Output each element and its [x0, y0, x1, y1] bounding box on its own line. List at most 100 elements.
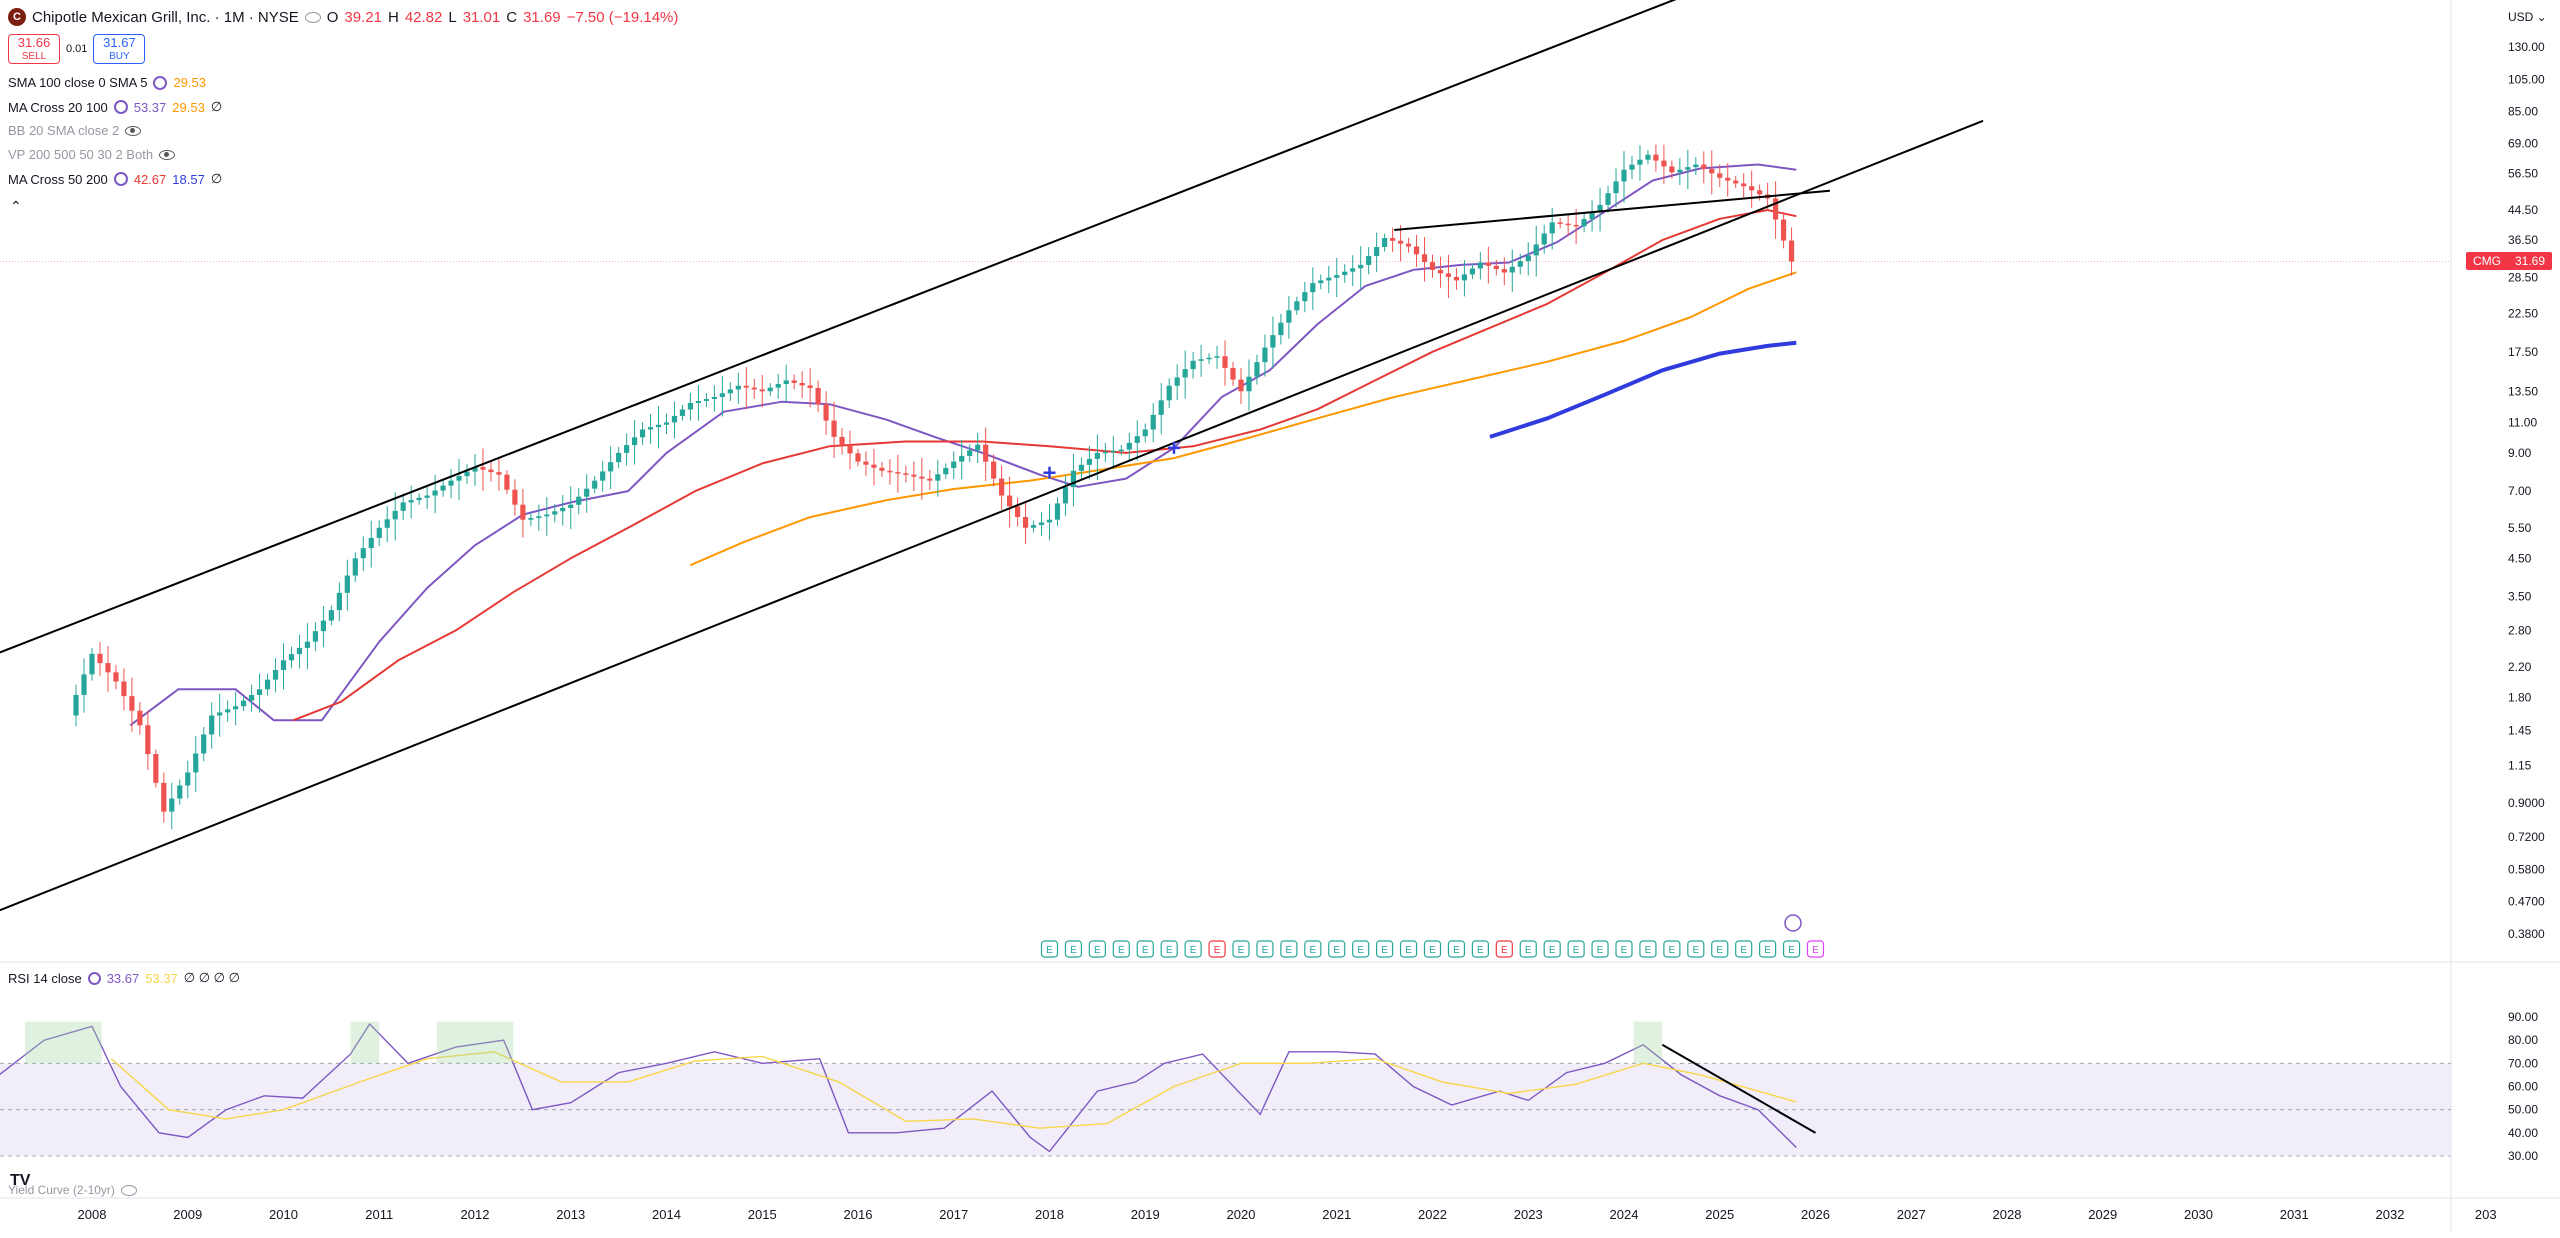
earnings-marker-icon: E: [1328, 940, 1346, 958]
candle-body: [1741, 183, 1747, 187]
earnings-marker-box: [1088, 940, 1106, 958]
candle-body: [600, 471, 606, 481]
time-axis-tick-2028: 2028: [1993, 1207, 2022, 1222]
candle: [887, 459, 893, 485]
indicator-legend-ma-cross-50-200[interactable]: MA Cross 50 200 42.67 18.57 ∅: [8, 171, 222, 187]
candle: [1605, 185, 1611, 213]
candle-body: [488, 469, 494, 473]
candle-body: [480, 467, 486, 470]
earnings-marker-glyph: E: [1453, 945, 1460, 956]
earnings-marker-glyph: E: [1645, 945, 1652, 956]
symbol-title[interactable]: Chipotle Mexican Grill, Inc. · 1M · NYSE: [32, 8, 299, 26]
candle: [1166, 378, 1172, 409]
candle-body: [1773, 198, 1779, 220]
candle-body: [1158, 400, 1164, 415]
candle: [600, 461, 606, 492]
candle: [1429, 254, 1436, 278]
candle-body: [815, 387, 821, 405]
settings-icon[interactable]: [87, 971, 101, 985]
earnings-marker-icon: E: [1543, 940, 1561, 958]
candle: [1493, 259, 1499, 276]
time-axis-tick-2018: 2018: [1035, 1207, 1064, 1222]
collapse-legend-chevron-up-icon[interactable]: ⌃: [10, 198, 22, 214]
settings-icon[interactable]: [113, 172, 128, 186]
price-tag-symbol: CMG: [2472, 254, 2501, 268]
earnings-marker-box: [1232, 940, 1250, 958]
candle: [1374, 232, 1380, 272]
buy-button[interactable]: 31.67 BUY: [93, 34, 146, 64]
earnings-marker-icon: E: [1423, 940, 1442, 958]
hidden-eye-icon[interactable]: [125, 125, 142, 136]
settings-icon[interactable]: [113, 100, 128, 114]
earnings-marker-icon: E: [1136, 940, 1154, 958]
channel-lines-layer: [0, 0, 1984, 912]
earnings-marker-glyph: E: [1501, 945, 1508, 956]
candle: [671, 401, 678, 439]
earnings-marker-glyph: E: [1812, 945, 1819, 956]
earnings-marker-box: [1615, 940, 1633, 958]
candle: [1126, 432, 1132, 461]
time-axis-tick-2017: 2017: [939, 1207, 968, 1222]
candle-body: [1166, 385, 1172, 401]
indicator-legend-ma-cross-20-100[interactable]: MA Cross 20 100 53.37 29.53 ∅: [8, 99, 222, 115]
candle-body: [1150, 414, 1156, 430]
price-axis-tick-18: 2.20: [2508, 660, 2532, 674]
candle: [384, 506, 390, 543]
hidden-eye-icon[interactable]: [120, 1184, 137, 1196]
earnings-marker-icon: E: [1232, 940, 1250, 958]
indicator-legend-sma100[interactable]: SMA 100 close 0 SMA 5 29.53: [8, 75, 206, 90]
candle: [1741, 173, 1747, 198]
candle: [1102, 442, 1108, 463]
earnings-marker-box: [1280, 940, 1298, 958]
candle-body: [1142, 429, 1148, 437]
rsi-suffix: ∅ ∅ ∅ ∅: [183, 970, 240, 985]
candle: [280, 643, 287, 690]
candle-body: [1038, 522, 1045, 526]
candle-body: [89, 653, 95, 675]
rsi-legend[interactable]: RSI 14 close 33.67 53.37 ∅ ∅ ∅ ∅: [8, 970, 240, 986]
candle: [256, 673, 263, 713]
candle: [480, 448, 486, 491]
candle-body: [1413, 246, 1420, 255]
candle: [1485, 246, 1491, 284]
candle-body: [687, 402, 694, 410]
time-axis-tick-2024: 2024: [1610, 1207, 1639, 1222]
candle-body: [121, 681, 127, 697]
yield-curve-legend[interactable]: Yield Curve (2-10yr): [8, 1183, 137, 1197]
candle-body: [1374, 246, 1380, 256]
candle-body: [177, 785, 183, 799]
candle-body: [855, 453, 861, 462]
candle-body: [679, 409, 686, 416]
indicator-legend-bb[interactable]: BB 20 SMA close 2: [8, 123, 142, 138]
earnings-marker-glyph: E: [1405, 945, 1412, 956]
candle-body: [1214, 356, 1220, 358]
candle-body: [1390, 238, 1396, 241]
candle-body: [416, 497, 422, 501]
hidden-eye-icon[interactable]: [159, 149, 176, 160]
candle: [847, 430, 853, 470]
eye-icon[interactable]: [304, 11, 321, 23]
candle: [799, 371, 805, 399]
earnings-marker-glyph: E: [1477, 945, 1484, 956]
earnings-marker-glyph: E: [1525, 945, 1532, 956]
candle: [536, 504, 542, 531]
indicator-legend-vp[interactable]: VP 200 500 50 30 2 Both: [8, 147, 176, 162]
settings-icon[interactable]: [153, 75, 168, 90]
candle: [472, 453, 478, 486]
earnings-marker-glyph: E: [1142, 945, 1149, 956]
candle: [368, 520, 374, 568]
rsi-axis-tick-3: 60.00: [2508, 1080, 2538, 1094]
tradingview-logo-icon[interactable]: TV: [10, 1172, 31, 1189]
rsi-line: [0, 1022, 1797, 1153]
currency-selector[interactable]: USD ⌄: [2508, 10, 2547, 24]
candle: [560, 494, 566, 526]
candle-body: [209, 715, 215, 735]
sell-button[interactable]: 31.66 SELL: [8, 34, 60, 64]
candle: [1733, 176, 1739, 189]
time-axis-tick-2019: 2019: [1131, 1207, 1160, 1222]
candle: [1621, 151, 1627, 203]
ma-line-3: [1489, 340, 1797, 439]
candle: [1382, 233, 1388, 252]
